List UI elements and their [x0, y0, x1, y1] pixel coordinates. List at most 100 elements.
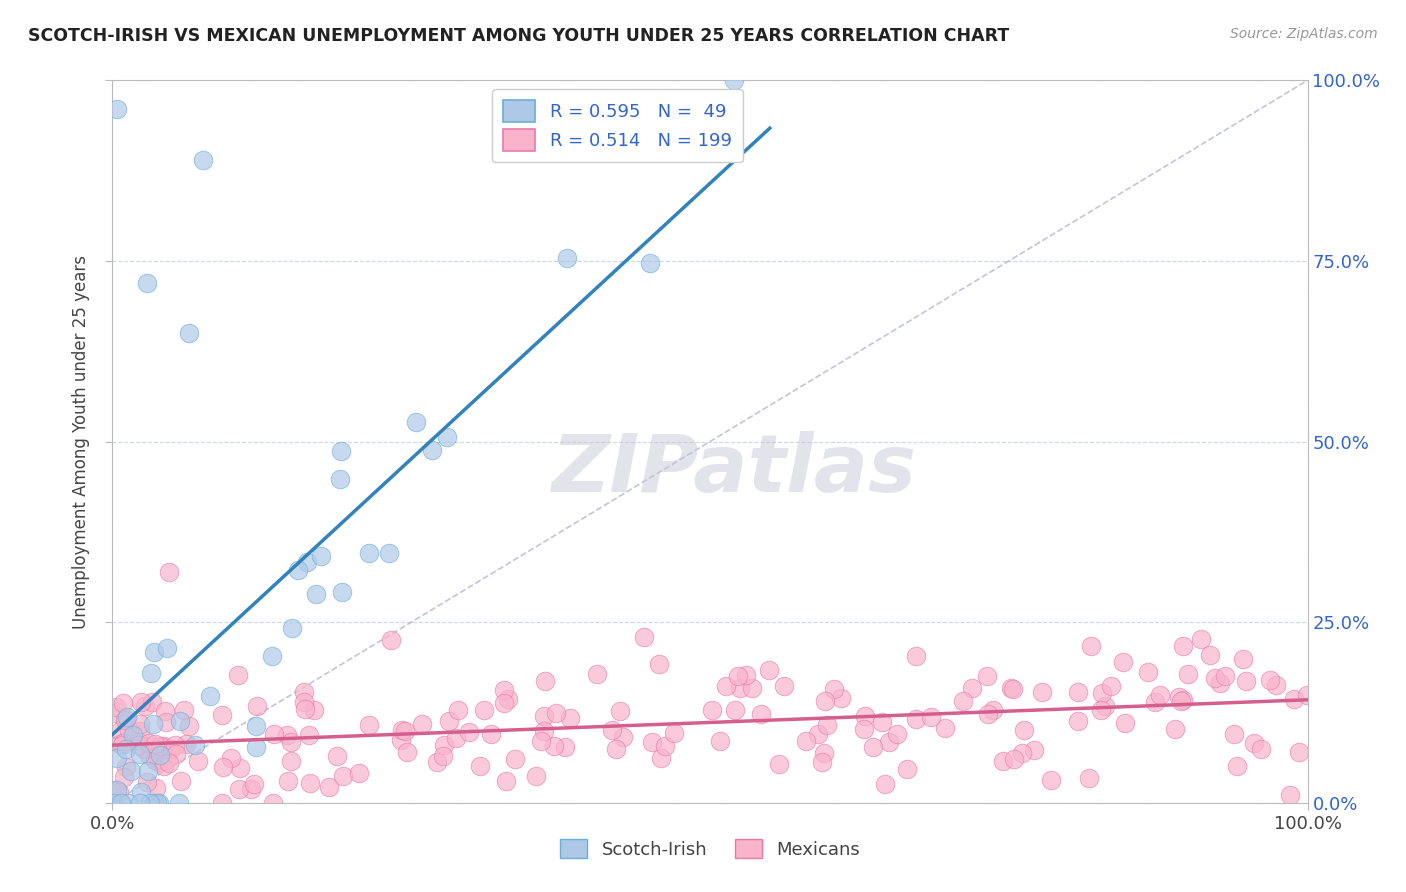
Point — [318, 780, 340, 795]
Point — [437, 714, 460, 728]
Point — [326, 749, 349, 764]
Point — [295, 555, 318, 569]
Point — [862, 740, 884, 755]
Point — [529, 733, 551, 747]
Point — [128, 747, 150, 761]
Point — [262, 649, 284, 664]
Point — [142, 717, 165, 731]
Point — [814, 694, 837, 708]
Point — [609, 704, 631, 718]
Point — [709, 734, 731, 748]
Point — [1112, 655, 1135, 669]
Point — [758, 663, 780, 677]
Point — [498, 691, 520, 706]
Point — [741, 681, 763, 695]
Point — [105, 751, 128, 765]
Point — [156, 751, 179, 765]
Point — [165, 747, 187, 762]
Point — [772, 680, 794, 694]
Point — [1099, 679, 1122, 693]
Point — [1000, 681, 1022, 695]
Point — [149, 743, 172, 757]
Point — [1258, 673, 1281, 687]
Point — [853, 709, 876, 723]
Point — [426, 755, 449, 769]
Point — [198, 689, 221, 703]
Point — [179, 326, 201, 341]
Point — [157, 565, 180, 579]
Point — [1080, 639, 1102, 653]
Point — [129, 785, 152, 799]
Point — [184, 738, 207, 752]
Point — [807, 727, 830, 741]
Point — [813, 746, 835, 760]
Point — [823, 682, 845, 697]
Point — [245, 740, 267, 755]
Point — [585, 667, 607, 681]
Point — [117, 796, 139, 810]
Point — [105, 102, 128, 116]
Point — [1031, 684, 1053, 698]
Point — [886, 727, 908, 741]
Point — [1171, 693, 1194, 707]
Point — [492, 696, 515, 710]
Point — [1090, 703, 1112, 717]
Point — [298, 776, 321, 790]
Point — [276, 728, 298, 742]
Point — [457, 724, 479, 739]
Point — [277, 774, 299, 789]
Point — [187, 754, 209, 768]
Point — [280, 621, 302, 635]
Point — [229, 761, 252, 775]
Point — [121, 728, 143, 742]
Point — [302, 703, 325, 717]
Point — [138, 764, 160, 778]
Point — [111, 696, 134, 710]
Point — [148, 755, 170, 769]
Point — [329, 444, 352, 458]
Point — [640, 735, 662, 749]
Point — [115, 714, 138, 728]
Point — [173, 703, 195, 717]
Point — [1077, 771, 1099, 785]
Point — [1149, 689, 1171, 703]
Point — [115, 760, 138, 774]
Point — [129, 796, 152, 810]
Point — [115, 710, 138, 724]
Point — [605, 742, 627, 756]
Point — [879, 734, 901, 748]
Point — [905, 649, 928, 664]
Legend: Scotch-Irish, Mexicans: Scotch-Irish, Mexicans — [553, 832, 868, 866]
Point — [108, 785, 131, 799]
Point — [152, 739, 174, 754]
Point — [420, 442, 443, 457]
Point — [830, 691, 852, 706]
Point — [389, 733, 412, 747]
Point — [1094, 698, 1116, 713]
Point — [1014, 723, 1036, 738]
Point — [177, 718, 200, 732]
Point — [1226, 759, 1249, 773]
Point — [159, 741, 181, 756]
Point — [280, 735, 302, 749]
Point — [165, 738, 187, 752]
Point — [246, 698, 269, 713]
Point — [394, 724, 416, 739]
Point — [127, 733, 149, 747]
Point — [228, 782, 250, 797]
Point — [287, 563, 309, 577]
Point — [101, 706, 124, 721]
Point — [211, 796, 233, 810]
Point — [1232, 652, 1254, 666]
Point — [934, 721, 956, 735]
Point — [633, 630, 655, 644]
Point — [245, 719, 267, 733]
Point — [896, 762, 918, 776]
Point — [169, 714, 191, 729]
Point — [153, 758, 176, 772]
Point — [533, 723, 555, 738]
Point — [977, 706, 1000, 721]
Point — [149, 747, 172, 762]
Point — [1024, 742, 1046, 756]
Point — [558, 711, 581, 725]
